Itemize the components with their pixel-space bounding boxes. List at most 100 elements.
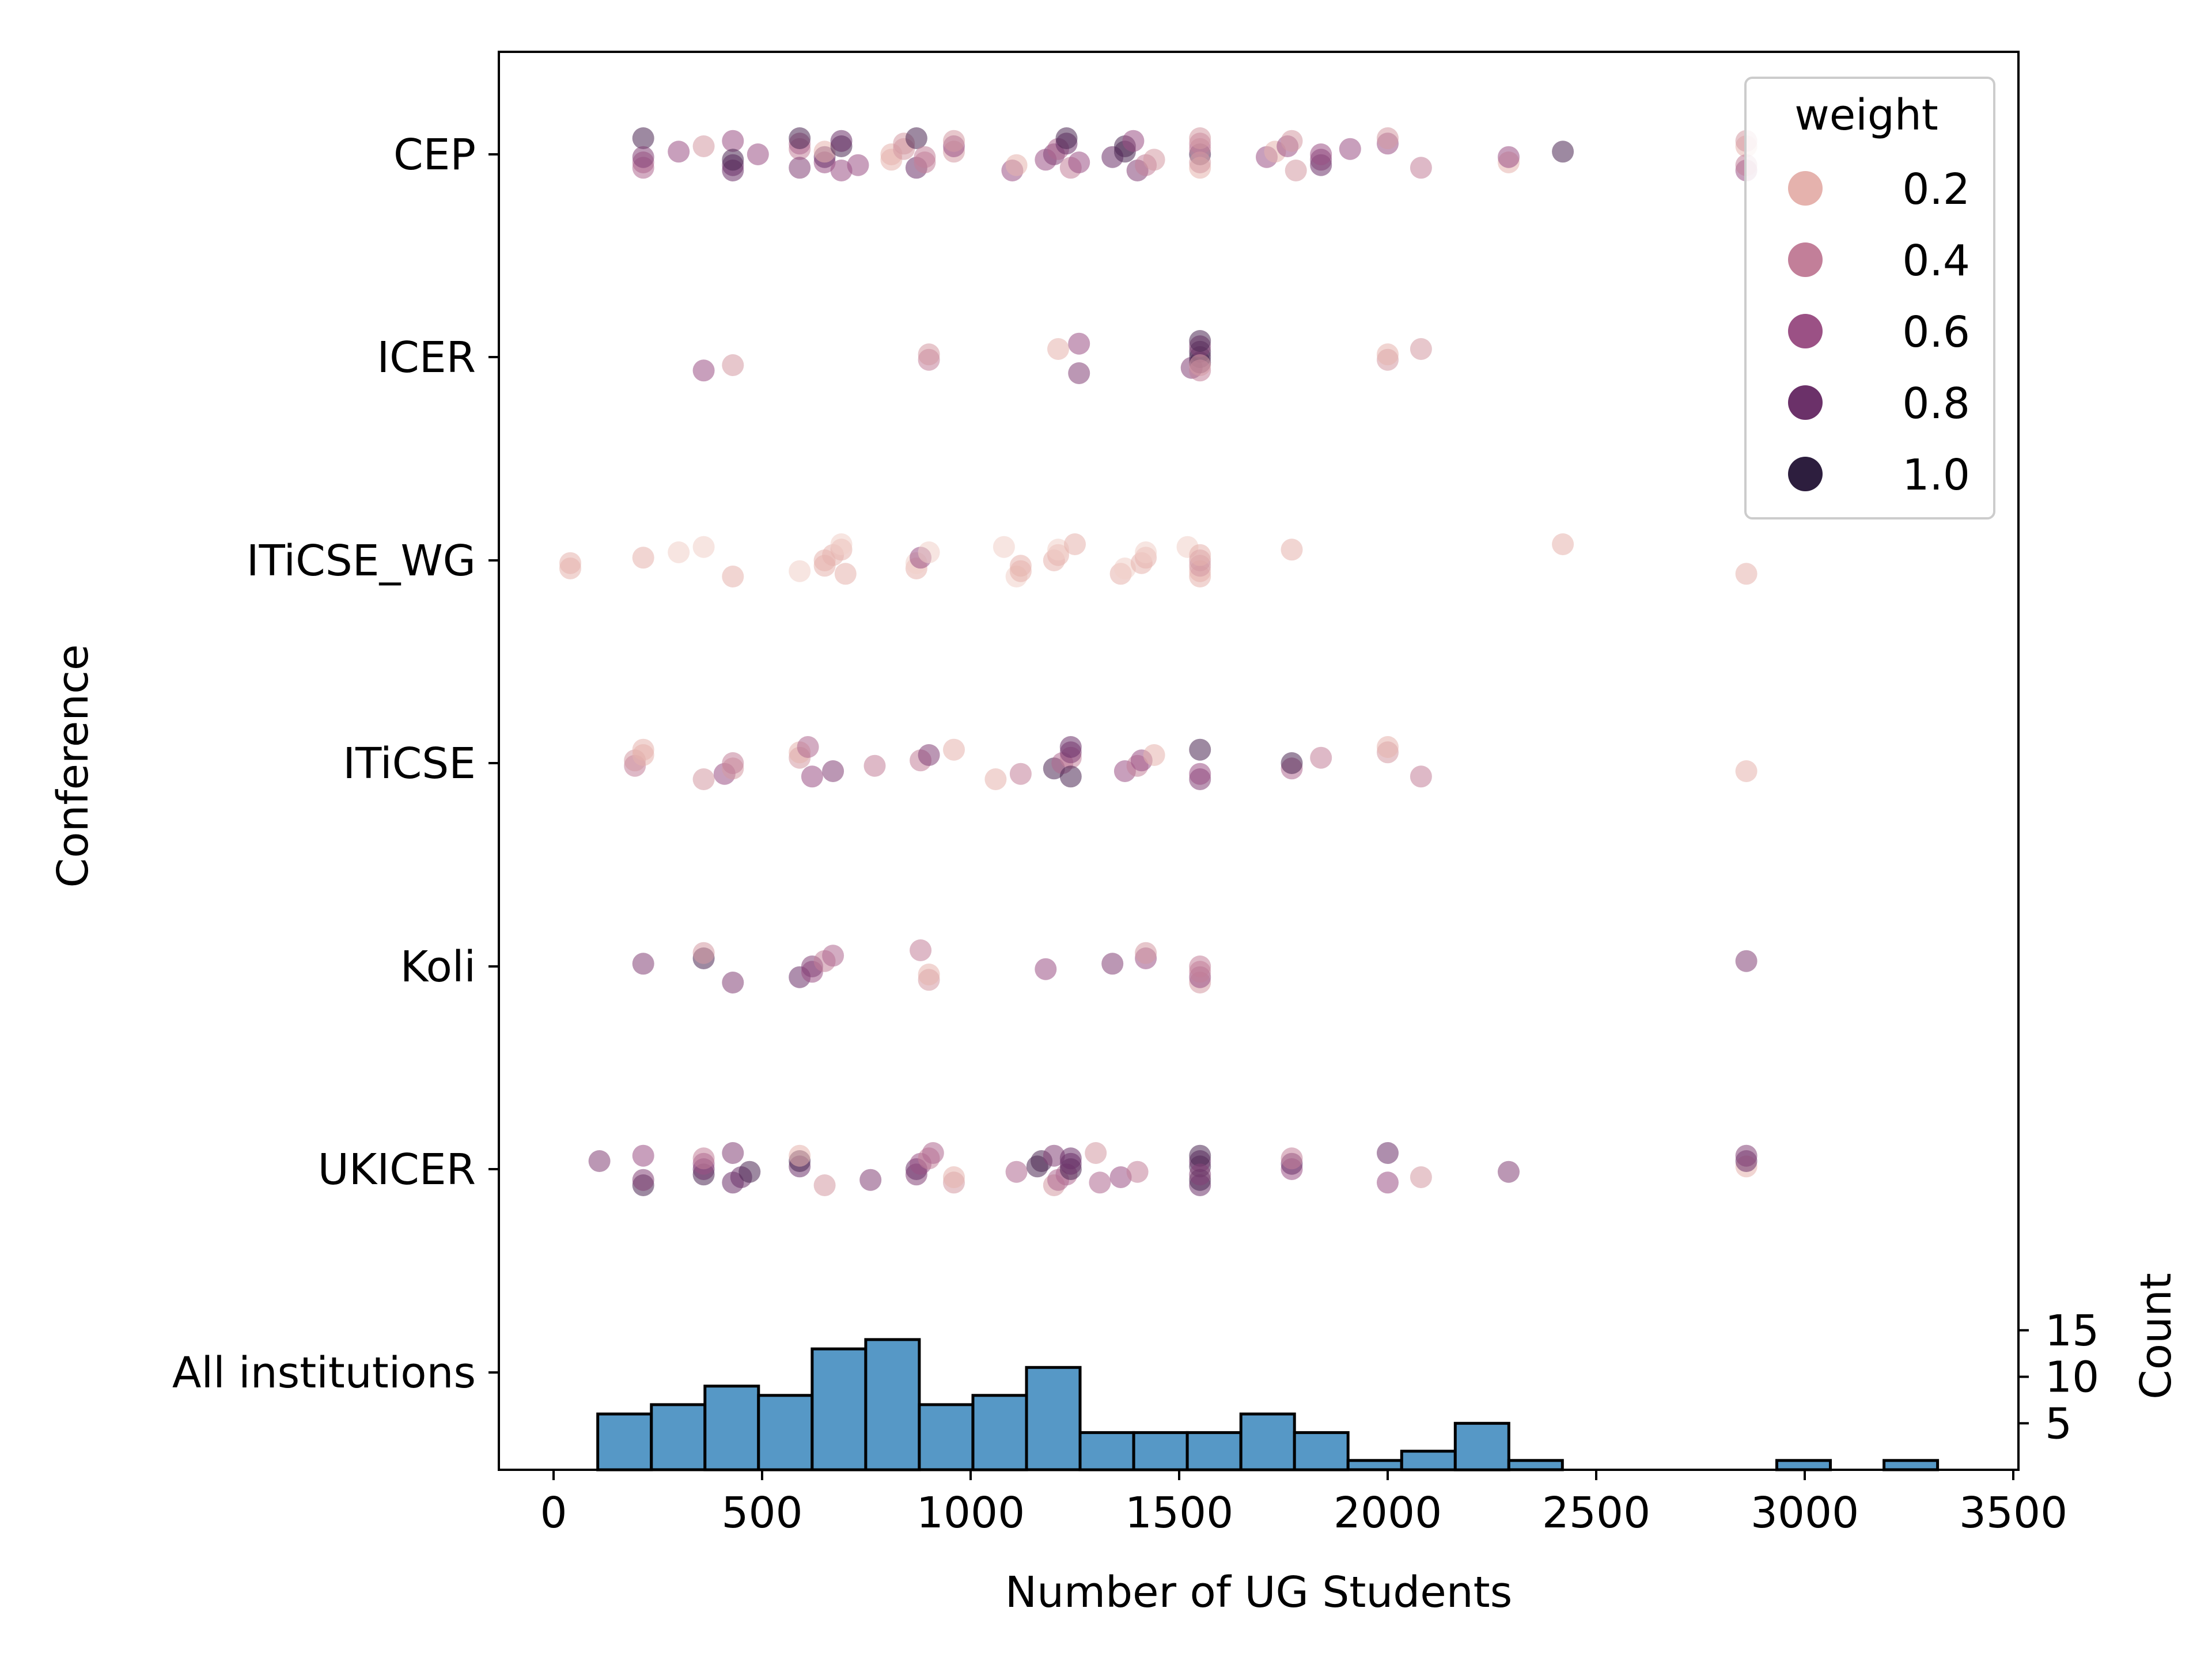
histogram-bar: [1293, 1431, 1350, 1472]
data-point: [722, 972, 744, 993]
data-point: [789, 1144, 811, 1167]
histogram-bar: [1883, 1459, 1940, 1472]
histogram-bar: [596, 1412, 653, 1472]
y-tick-label: ITiCSE: [343, 739, 476, 788]
data-point: [1122, 130, 1145, 152]
data-point: [692, 135, 715, 157]
data-point: [847, 154, 869, 176]
data-point: [1059, 736, 1082, 758]
data-point: [1189, 151, 1211, 173]
data-point: [1189, 1163, 1211, 1186]
data-point: [789, 157, 811, 179]
data-point: [1135, 541, 1157, 563]
data-point: [632, 738, 654, 761]
legend-label: 1.0: [1902, 450, 1970, 500]
data-point: [918, 541, 940, 563]
y-tick-label: ICER: [377, 333, 476, 382]
legend-label: 0.2: [1902, 165, 1970, 214]
histogram-bar: [1025, 1366, 1082, 1472]
x-tick-label: 2500: [1542, 1488, 1650, 1538]
count-axis-title: Count: [2131, 1273, 2181, 1400]
histogram-bar: [1507, 1459, 1564, 1472]
data-point: [559, 552, 581, 574]
points-layer: [559, 127, 1758, 1196]
data-point: [692, 942, 715, 964]
histogram-bar: [1239, 1412, 1296, 1472]
data-point: [1410, 1166, 1432, 1188]
data-point: [1377, 127, 1399, 149]
data-point: [1377, 1142, 1399, 1164]
data-point: [1735, 950, 1758, 972]
data-point: [1310, 746, 1332, 769]
data-point: [922, 1142, 944, 1164]
data-point: [1377, 736, 1399, 758]
data-point: [632, 1144, 654, 1167]
data-point: [859, 1169, 882, 1191]
histogram-bar: [810, 1347, 868, 1472]
x-axis: 0 500 1000 1500 2000 2500 3000 3500: [540, 1470, 2067, 1538]
plot-frame: [498, 51, 2020, 1471]
data-point: [993, 536, 1015, 558]
data-point: [632, 953, 654, 975]
data-point: [1085, 1142, 1107, 1164]
data-point: [1377, 343, 1399, 366]
data-point: [801, 765, 823, 788]
y-axis: CEP ICER ITiCSE_WG ITiCSE Koli UKICER All inst…: [172, 130, 499, 1398]
data-point: [1285, 160, 1307, 181]
data-point: [1410, 157, 1432, 179]
legend-marker: [1788, 242, 1823, 277]
data-point: [1281, 539, 1303, 561]
data-point: [1109, 1166, 1132, 1188]
data-point: [813, 141, 836, 163]
histogram-bar: [703, 1385, 760, 1472]
x-tick-label: 3000: [1751, 1488, 1859, 1538]
count-tick-label: 15: [2045, 1306, 2099, 1356]
legend: weight 0.2 0.4 0.6 0.8 1.0: [1744, 77, 1995, 519]
y-tick-label: Koli: [400, 942, 476, 992]
x-tick-label: 3500: [1959, 1488, 2067, 1538]
data-point: [910, 939, 932, 961]
y-tick-label: CEP: [393, 130, 476, 180]
y-axis-title: Conference: [48, 644, 98, 888]
data-point: [722, 354, 744, 376]
legend-marker: [1788, 314, 1823, 348]
count-tick-label: 10: [2045, 1353, 2099, 1402]
data-point: [1143, 149, 1165, 171]
data-point: [1281, 1147, 1303, 1170]
histogram-bar: [1132, 1431, 1189, 1472]
data-point: [632, 146, 654, 168]
data-point: [1189, 738, 1211, 761]
data-point: [588, 1150, 611, 1172]
x-tick-label: 1500: [1125, 1488, 1233, 1538]
data-point: [822, 760, 844, 782]
data-point: [1089, 1171, 1111, 1194]
legend-marker: [1788, 171, 1823, 206]
data-point: [984, 768, 1007, 790]
data-point: [1339, 138, 1361, 160]
data-point: [1552, 533, 1574, 555]
data-point: [830, 533, 853, 555]
legend-label: 0.8: [1902, 379, 1970, 428]
data-point: [722, 752, 744, 774]
data-point: [797, 736, 819, 758]
data-point: [1498, 1161, 1520, 1183]
data-point: [918, 744, 940, 766]
data-point: [1059, 765, 1082, 788]
data-point: [668, 541, 690, 563]
histogram-bar: [650, 1403, 707, 1472]
data-point: [1189, 127, 1211, 149]
data-point: [632, 127, 654, 149]
data-point: [1005, 154, 1028, 176]
data-point: [863, 754, 886, 777]
data-point: [830, 160, 853, 181]
legend-title: weight: [1794, 90, 1938, 140]
data-point: [1135, 942, 1157, 964]
data-point: [1310, 143, 1332, 165]
y-tick-label: All institutions: [172, 1348, 476, 1398]
data-point: [747, 143, 769, 165]
data-point: [722, 1142, 744, 1164]
data-point: [1064, 533, 1086, 555]
data-point: [722, 149, 744, 171]
data-point: [632, 1169, 654, 1191]
data-point: [789, 127, 811, 149]
